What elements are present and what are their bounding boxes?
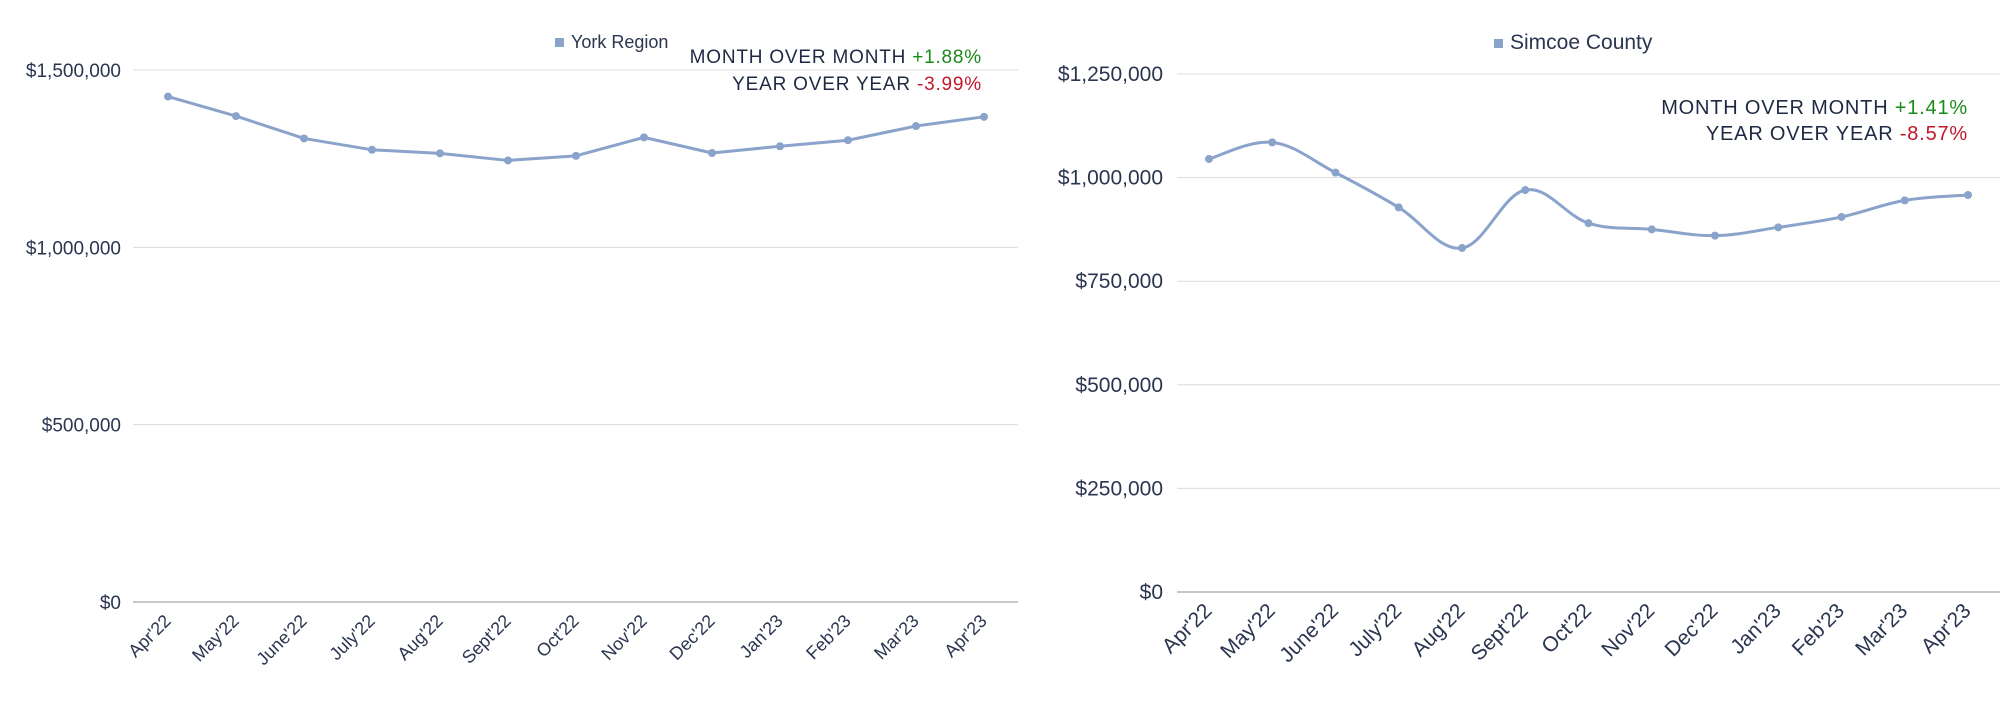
x-tick-label: Apr'22 — [1158, 599, 1217, 658]
y-tick-label: $1,500,000 — [26, 61, 121, 82]
x-tick-label: Jan'23 — [1726, 599, 1786, 659]
year-over-year-stat: YEAR OVER YEAR -8.57% — [1706, 123, 1968, 145]
data-point[interactable] — [1268, 138, 1277, 147]
data-point[interactable] — [300, 134, 308, 143]
month-over-month-stat: MONTH OVER MONTH +1.88% — [690, 47, 982, 68]
data-point[interactable] — [708, 148, 716, 157]
data-point[interactable] — [164, 92, 172, 101]
data-point[interactable] — [912, 122, 920, 131]
x-tick-label: Dec'22 — [665, 611, 718, 664]
data-point[interactable] — [1647, 225, 1656, 234]
x-tick-label: June'22 — [1275, 599, 1343, 667]
mom-label: MONTH OVER MONTH — [690, 47, 913, 68]
month-over-month-stat: MONTH OVER MONTH +1.41% — [1661, 97, 1968, 119]
data-point[interactable] — [1774, 223, 1783, 232]
x-tick-label: Apr'22 — [124, 611, 175, 662]
x-tick-label: May'22 — [1216, 599, 1280, 663]
data-point[interactable] — [1521, 186, 1530, 195]
x-tick-label: June'22 — [252, 611, 310, 669]
yoy-label: YEAR OVER YEAR — [732, 74, 917, 95]
y-tick-label: $1,250,000 — [1058, 63, 1163, 86]
x-tick-label: Jan'23 — [736, 611, 787, 662]
data-point[interactable] — [776, 142, 784, 151]
mom-value: +1.41% — [1895, 97, 1968, 119]
x-tick-label: Feb'23 — [1788, 599, 1849, 660]
yoy-value: -3.99% — [917, 74, 982, 95]
data-point[interactable] — [368, 145, 376, 154]
data-point[interactable] — [844, 136, 852, 145]
data-point[interactable] — [1837, 212, 1846, 221]
data-point[interactable] — [980, 112, 988, 121]
data-point[interactable] — [1205, 154, 1213, 163]
legend-swatch — [555, 38, 564, 47]
x-tick-label: Mar'23 — [1851, 599, 1912, 660]
x-tick-label: Sept'22 — [458, 611, 515, 668]
x-tick-label: May'22 — [188, 611, 243, 666]
x-tick-label: Apr'23 — [1917, 599, 1976, 658]
data-point[interactable] — [1964, 191, 1972, 200]
data-point[interactable] — [1394, 203, 1403, 212]
x-tick-label: Aug'22 — [393, 611, 446, 664]
y-tick-label: $250,000 — [1075, 477, 1163, 500]
x-tick-label: Nov'22 — [597, 611, 650, 664]
legend-label: Simcoe County — [1510, 31, 1653, 54]
y-tick-label: $0 — [100, 593, 121, 614]
series-line — [166, 95, 986, 162]
y-tick-label: $500,000 — [42, 416, 121, 437]
yoy-value: -8.57% — [1900, 123, 1968, 145]
data-point[interactable] — [1458, 244, 1466, 253]
x-tick-label: Dec'22 — [1661, 599, 1723, 661]
legend-label: York Region — [571, 32, 668, 52]
data-point[interactable] — [1900, 196, 1909, 205]
data-point[interactable] — [436, 149, 444, 158]
data-point[interactable] — [640, 133, 648, 142]
data-point[interactable] — [232, 112, 240, 121]
data-point[interactable] — [572, 151, 580, 160]
x-tick-label: Aug'22 — [1407, 599, 1469, 661]
y-tick-label: $0 — [1140, 581, 1163, 604]
legend[interactable]: Simcoe County — [1494, 31, 1653, 54]
legend[interactable]: York Region — [555, 32, 668, 52]
y-tick-label: $1,000,000 — [26, 238, 121, 259]
mom-value: +1.88% — [912, 47, 982, 68]
yoy-label: YEAR OVER YEAR — [1706, 123, 1900, 145]
x-tick-label: July'22 — [1344, 599, 1406, 661]
legend-swatch — [1494, 39, 1503, 48]
y-tick-label: $750,000 — [1075, 270, 1163, 293]
x-tick-label: Feb'23 — [802, 611, 855, 664]
x-tick-label: July'22 — [325, 611, 378, 664]
data-point[interactable] — [1711, 231, 1719, 240]
x-tick-label: Apr'23 — [940, 611, 991, 662]
chart-1: $0 $250,000 $500,000 $750,000 $1,000,000 $1,2… — [1058, 31, 2000, 667]
x-tick-label: Oct'22 — [532, 611, 583, 662]
x-tick-label: Mar'23 — [870, 611, 923, 664]
chart-0: $0 $500,000 $1,000,000 $1,500,000 Apr'22 May'… — [26, 32, 1018, 669]
x-tick-label: Nov'22 — [1597, 599, 1659, 661]
data-point[interactable] — [1331, 168, 1340, 177]
y-tick-label: $1,000,000 — [1058, 167, 1163, 190]
x-tick-label: Oct'22 — [1537, 599, 1596, 658]
y-tick-label: $500,000 — [1075, 374, 1163, 397]
series-line — [1207, 140, 1970, 250]
data-point[interactable] — [1584, 219, 1593, 228]
year-over-year-stat: YEAR OVER YEAR -3.99% — [732, 74, 982, 95]
x-tick-label: Sept'22 — [1467, 599, 1533, 665]
data-point[interactable] — [504, 156, 512, 165]
mom-label: MONTH OVER MONTH — [1661, 97, 1895, 119]
